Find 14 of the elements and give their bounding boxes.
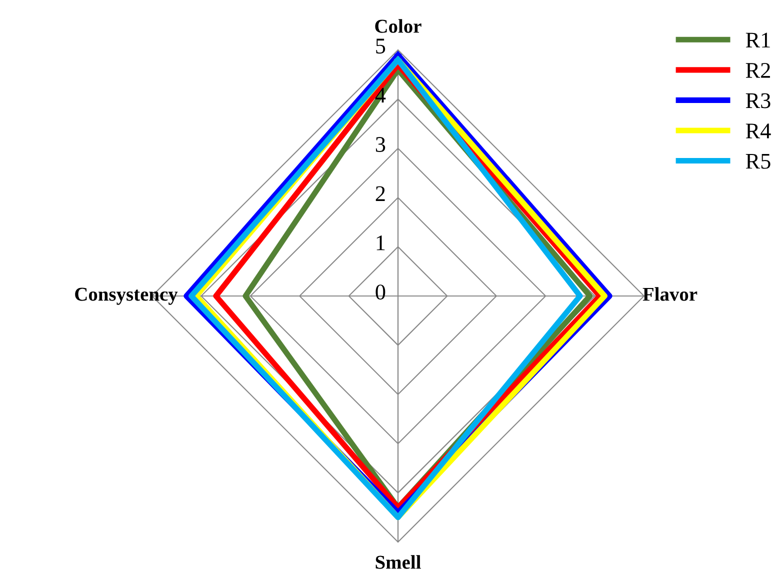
spoke-label: Smell — [376, 555, 421, 569]
spoke-label: Color — [375, 19, 422, 33]
y-tick-label: 5 — [376, 38, 386, 54]
y-tick-label: 0 — [376, 284, 386, 300]
y-tick-label: 3 — [376, 137, 386, 152]
legend-label: R4 — [746, 124, 771, 138]
spoke-label: Consystency — [75, 288, 178, 305]
legend-label: R3 — [746, 93, 770, 108]
y-tick-label: 2 — [376, 186, 385, 201]
legend-label: R2 — [746, 62, 770, 78]
legend-label: R1 — [746, 32, 770, 48]
legend-label: R5 — [746, 154, 770, 169]
y-tick-label: 1 — [376, 235, 385, 250]
spoke-label: Flavor — [642, 287, 698, 301]
